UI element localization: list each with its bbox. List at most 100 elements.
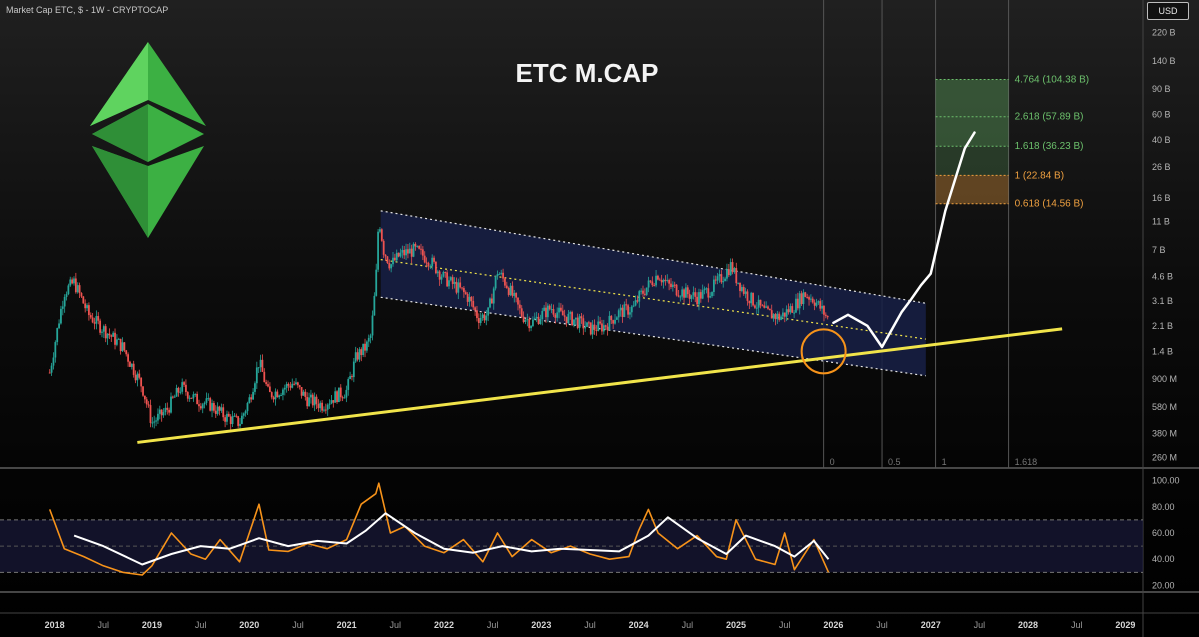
- time-tick-label: 2021: [337, 620, 357, 630]
- candle-body: [310, 394, 312, 398]
- candle-body: [306, 396, 309, 407]
- time-tick-label: Jul: [292, 620, 304, 630]
- candle-body: [201, 404, 204, 409]
- candle-body: [244, 411, 247, 414]
- candle-body: [770, 310, 773, 319]
- candle-body: [104, 326, 107, 339]
- candle-body: [213, 403, 215, 411]
- time-tick-label: 2018: [45, 620, 65, 630]
- candle-body: [311, 394, 314, 406]
- candle-body: [670, 283, 672, 288]
- candle-body: [468, 296, 471, 302]
- candle-body: [101, 331, 103, 333]
- candle-body: [569, 312, 572, 314]
- candle-body: [796, 298, 799, 309]
- candle-body: [662, 279, 665, 283]
- candle-body: [586, 322, 588, 327]
- candle-body: [436, 271, 439, 274]
- candle-body: [537, 316, 540, 325]
- candle-body: [218, 406, 221, 411]
- candle-body: [115, 339, 118, 345]
- candle-body: [722, 281, 725, 283]
- channel-lower-line: [380, 296, 926, 377]
- time-fib-label: 1.618: [1015, 457, 1038, 467]
- candle-body: [800, 293, 803, 305]
- candle-body: [352, 361, 355, 378]
- candle-body: [88, 305, 90, 316]
- candle-body: [265, 382, 268, 385]
- candle-body: [198, 404, 200, 407]
- candle-body: [132, 363, 135, 375]
- candle-body: [683, 289, 685, 298]
- candle-body: [295, 382, 297, 385]
- support-trendline: [137, 327, 1063, 444]
- candle-body: [343, 397, 346, 399]
- candle-body: [102, 326, 105, 332]
- candle-body: [765, 306, 768, 308]
- candle-body: [86, 305, 88, 309]
- candle-body: [73, 278, 75, 284]
- candle-body: [735, 268, 738, 284]
- candle-body: [205, 398, 208, 403]
- fib-level-label: 1 (22.84 B): [1015, 170, 1064, 181]
- candle-body: [463, 288, 465, 293]
- candle-body: [175, 387, 178, 397]
- candle-body: [268, 386, 271, 393]
- candle-body: [371, 315, 374, 336]
- candle-body: [250, 397, 253, 400]
- candle-body: [629, 312, 631, 315]
- candle-body: [231, 416, 234, 425]
- candle-body: [754, 305, 756, 308]
- candle-body: [63, 296, 66, 307]
- price-tick-label: 40 B: [1152, 135, 1171, 145]
- candle-body: [380, 229, 383, 241]
- candle-body: [518, 304, 521, 309]
- candle-body: [229, 416, 232, 425]
- candle-body: [703, 288, 706, 291]
- candle-body: [658, 279, 661, 281]
- candle-body: [810, 298, 812, 300]
- candle-body: [332, 400, 335, 403]
- candle-body: [95, 316, 98, 324]
- rsi-tick-label: 80.00: [1152, 502, 1175, 512]
- candle-body: [453, 281, 456, 284]
- candle-body: [681, 289, 684, 297]
- time-tick-label: 2019: [142, 620, 162, 630]
- candle-body: [431, 257, 434, 267]
- candle-body: [328, 403, 331, 405]
- candle-body: [785, 309, 788, 317]
- candle-body: [199, 406, 202, 409]
- currency-button[interactable]: USD: [1147, 2, 1189, 20]
- candle-body: [222, 407, 225, 418]
- fib-zone: [935, 175, 1009, 204]
- candle-body: [125, 350, 128, 355]
- candle-body: [701, 290, 704, 299]
- candle-body: [694, 292, 697, 297]
- time-fib-label: 0: [830, 457, 835, 467]
- candle-body: [750, 292, 753, 304]
- candle-body: [399, 252, 402, 257]
- candle-body: [532, 319, 534, 326]
- etc-logo: [90, 42, 206, 238]
- candle-body: [802, 292, 805, 305]
- rsi-ma-line: [73, 512, 830, 566]
- candle-body: [748, 300, 751, 304]
- candle-body: [804, 292, 807, 297]
- candle-body: [739, 282, 741, 291]
- candle-body: [304, 391, 307, 397]
- candle-body: [752, 292, 754, 306]
- candle-body: [323, 409, 325, 411]
- candle-body: [61, 306, 64, 309]
- candle-body: [252, 391, 254, 400]
- candle-body: [811, 298, 814, 303]
- candle-body: [351, 376, 353, 378]
- candle-body: [476, 310, 478, 319]
- candle-body: [298, 385, 301, 388]
- candle-body: [815, 302, 818, 306]
- candle-body: [589, 322, 592, 335]
- candle-body: [360, 349, 363, 356]
- candle-body: [91, 317, 94, 323]
- candle-body: [274, 391, 277, 400]
- candle-body: [324, 409, 327, 411]
- time-tick-label: 2023: [531, 620, 551, 630]
